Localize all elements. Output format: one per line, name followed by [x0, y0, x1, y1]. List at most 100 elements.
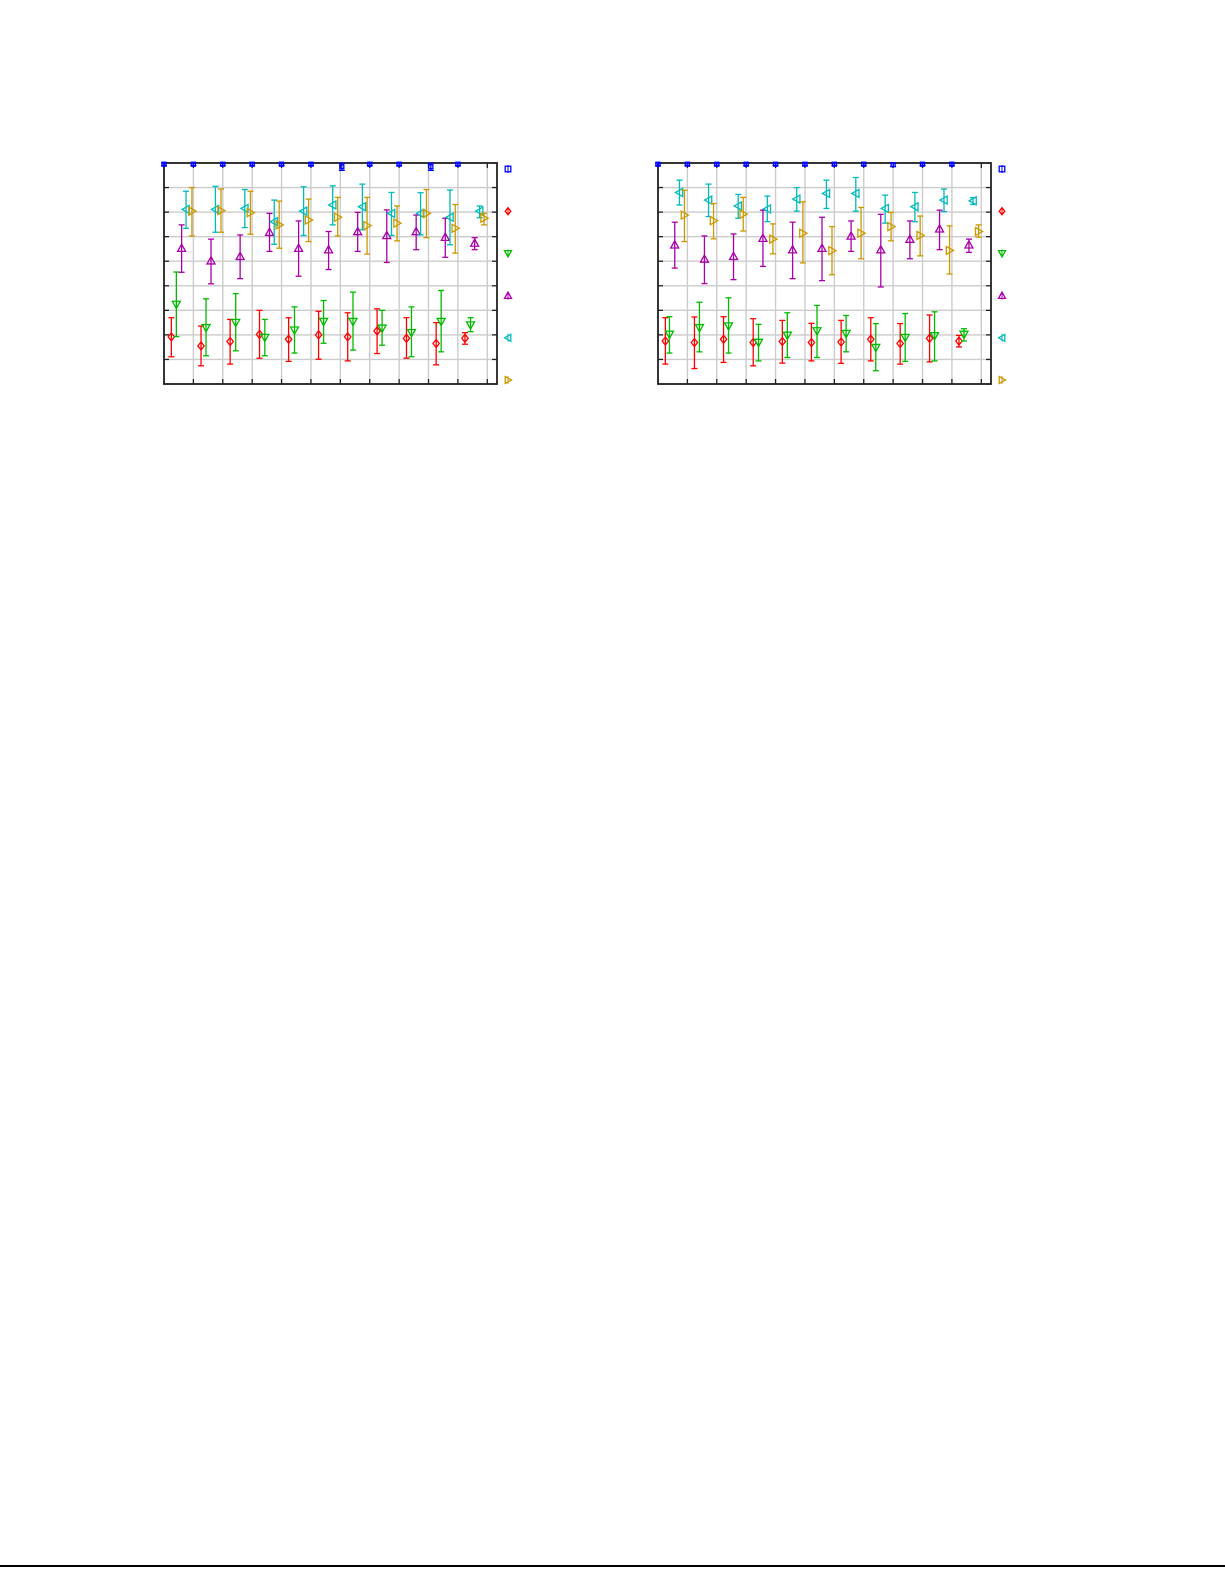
- data-point-square: [249, 161, 255, 167]
- error-bar: [710, 202, 717, 240]
- data-point-triangle-down: [200, 323, 212, 334]
- data-point-triangle-left: [850, 188, 860, 199]
- data-point-diamond: [896, 338, 905, 349]
- series-triangle-right: [188, 186, 490, 255]
- data-point-square: [831, 161, 837, 167]
- data-point-square: [428, 164, 434, 170]
- data-point-triangle-up: [699, 253, 710, 263]
- error-bar: [696, 301, 703, 353]
- error-bar: [232, 292, 239, 352]
- error-bar: [325, 230, 332, 271]
- error-bar: [877, 213, 884, 288]
- series-diamond: [167, 308, 469, 367]
- series-triangle-down: [664, 297, 970, 372]
- error-bar: [247, 190, 254, 235]
- data-point-triangle-down: [347, 317, 359, 327]
- error-bar: [848, 220, 855, 253]
- error-bar: [931, 311, 938, 362]
- series-triangle-left: [180, 183, 484, 246]
- data-point-triangle-left: [444, 212, 454, 223]
- data-point-triangle-left: [909, 201, 919, 212]
- data-point-triangle-right: [769, 234, 779, 245]
- error-bar: [271, 199, 278, 245]
- data-point-square: [161, 161, 167, 167]
- data-point-square: [220, 161, 226, 167]
- data-point-diamond: [432, 338, 441, 349]
- data-point-square: [890, 162, 896, 168]
- error-bar: [188, 186, 195, 237]
- data-point-triangle-up: [411, 226, 422, 236]
- error-bar: [799, 201, 806, 264]
- error-bar: [676, 179, 683, 206]
- error-bar: [276, 200, 283, 249]
- data-point-diamond: [661, 335, 670, 347]
- series-triangle-up: [669, 209, 975, 288]
- error-bar: [241, 188, 248, 229]
- data-point-triangle-right: [275, 219, 285, 230]
- data-point-triangle-up: [728, 250, 739, 261]
- data-point-square: [949, 161, 955, 167]
- data-point-square: [861, 161, 867, 167]
- grid: [163, 162, 497, 385]
- chart-svg: [161, 161, 513, 385]
- right-chart: [644, 150, 1024, 400]
- error-bar: [838, 319, 845, 365]
- data-point-triangle-down: [318, 317, 329, 327]
- error-bar: [720, 316, 727, 364]
- error-bar: [926, 314, 933, 363]
- data-point-triangle-up: [264, 226, 275, 237]
- error-bar: [975, 224, 982, 238]
- data-point-triangle-down: [811, 327, 823, 337]
- data-point-triangle-right: [680, 209, 690, 221]
- error-bar: [295, 220, 302, 277]
- data-point-diamond: [284, 334, 293, 345]
- error-bar: [344, 312, 351, 362]
- error-bar: [305, 198, 312, 243]
- series-diamond: [661, 314, 963, 370]
- data-point-diamond: [807, 337, 816, 348]
- error-bar: [872, 322, 879, 372]
- data-point-diamond: [460, 333, 469, 344]
- data-point-square: [308, 161, 314, 167]
- data-point-triangle-right: [363, 220, 373, 231]
- data-point-diamond: [719, 334, 728, 345]
- error-bar: [394, 205, 401, 242]
- data-point-triangle-up: [205, 255, 217, 265]
- error-bar: [666, 316, 673, 354]
- data-point-triangle-down: [171, 300, 182, 310]
- data-point-triangle-left: [879, 203, 890, 214]
- error-bar: [814, 304, 821, 359]
- series-triangle-left: [674, 176, 977, 224]
- data-point-triangle-left: [386, 208, 396, 219]
- error-bar: [212, 185, 219, 233]
- data-point-diamond: [197, 340, 206, 351]
- data-point-triangle-left: [210, 204, 220, 215]
- data-point-diamond: [373, 325, 382, 337]
- data-point-triangle-down: [289, 326, 300, 336]
- series-triangle-up: [176, 209, 480, 285]
- error-bar: [354, 211, 361, 253]
- data-point-triangle-right: [217, 205, 227, 216]
- error-bar: [349, 291, 356, 351]
- data-point-square: [714, 161, 720, 167]
- error-bar: [793, 186, 800, 212]
- error-bar: [334, 196, 341, 237]
- error-bar: [823, 179, 830, 210]
- chart-svg: [655, 161, 1007, 385]
- data-point-triangle-up: [176, 242, 187, 253]
- data-point-diamond: [866, 334, 875, 345]
- data-point-triangle-up: [469, 237, 480, 247]
- data-point-triangle-left: [298, 206, 308, 217]
- data-point-square: [743, 161, 749, 167]
- data-point-triangle-up: [440, 231, 451, 242]
- data-point-diamond: [837, 336, 846, 348]
- error-bar: [256, 309, 263, 359]
- data-point-triangle-right: [246, 207, 256, 218]
- error-bar: [789, 221, 796, 280]
- series-square: [655, 161, 955, 168]
- error-bar: [730, 233, 737, 281]
- error-bar: [897, 322, 904, 365]
- data-point-diamond: [343, 331, 352, 342]
- error-bar: [888, 211, 895, 242]
- error-bar: [819, 216, 826, 282]
